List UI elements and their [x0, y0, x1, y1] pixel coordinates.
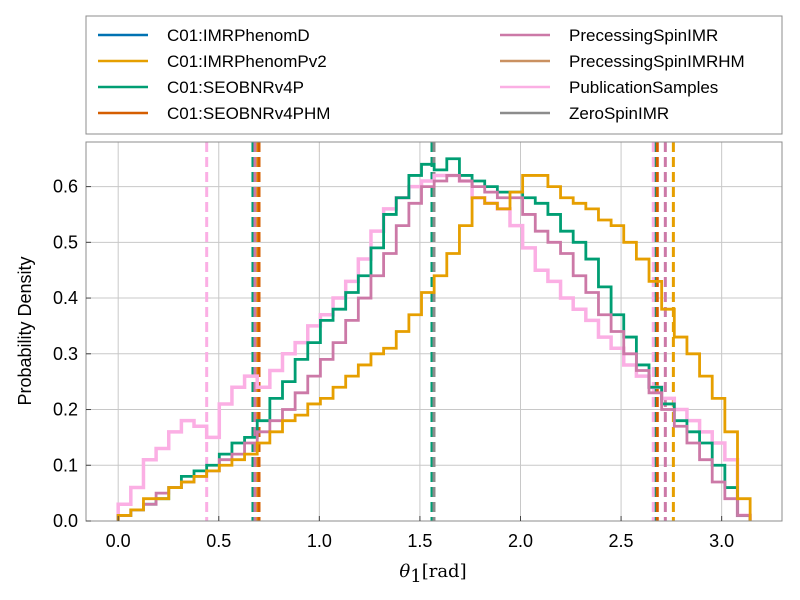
- y-tick-label: 0.3: [53, 344, 78, 364]
- plot-area: 0.0 0.5 1.0 1.5 2.0 2.5 3.0 0.0 0.1 0.2 0.3 0.4 0.5…: [53, 141, 783, 551]
- x-tick-label: 1.5: [407, 531, 432, 551]
- y-tick-label: 0.5: [53, 232, 78, 252]
- histogram-series: [116, 157, 752, 521]
- x-axis-label: θ1[rad]: [399, 561, 466, 587]
- x-tick-label: 0.0: [106, 531, 131, 551]
- y-axis-ticks: 0.0 0.1 0.2 0.3 0.4 0.5 0.6: [53, 177, 91, 531]
- y-tick-label: 0.0: [53, 511, 78, 531]
- legend-entry-label: C01:IMRPhenomPv2: [167, 52, 327, 71]
- x-tick-label: 2.5: [609, 531, 634, 551]
- y-tick-label: 0.1: [53, 455, 78, 475]
- x-axis-label-unit: [rad]: [422, 561, 467, 582]
- x-tick-label: 2.0: [508, 531, 533, 551]
- credible-interval-lines: [205, 142, 675, 521]
- histogram-step-line: [116, 174, 752, 521]
- legend-frame: [85, 15, 783, 135]
- x-tick-label: 1.0: [307, 531, 332, 551]
- y-tick-label: 0.2: [53, 400, 78, 420]
- x-tick-label: 0.5: [206, 531, 231, 551]
- y-axis-label: Probability Density: [15, 256, 35, 405]
- x-axis-ticks: 0.0 0.5 1.0 1.5 2.0 2.5 3.0: [106, 516, 734, 551]
- legend-entry-label: PrecessingSpinIMRHM: [569, 52, 745, 71]
- y-tick-label: 0.6: [53, 177, 78, 197]
- y-tick-label: 0.4: [53, 288, 78, 308]
- legend-entry-label: C01:IMRPhenomD: [167, 26, 310, 45]
- plot-frame: [85, 141, 783, 522]
- legend-entry-label: PublicationSamples: [569, 78, 718, 97]
- legend-entry-label: C01:SEOBNRv4P: [167, 78, 304, 97]
- x-axis-label-subscript: 1: [410, 566, 421, 587]
- legend-entry-label: C01:SEOBNRv4PHM: [167, 104, 330, 123]
- x-axis-label-symbol: θ: [399, 561, 410, 582]
- histogram-step-line: [116, 174, 752, 521]
- legend-entry-label: PrecessingSpinIMR: [569, 26, 718, 45]
- legend-entry-label: ZeroSpinIMR: [569, 104, 669, 123]
- legend: C01:IMRPhenomD C01:IMRPhenomPv2 C01:SEOBNR…: [85, 15, 783, 135]
- x-tick-label: 3.0: [709, 531, 734, 551]
